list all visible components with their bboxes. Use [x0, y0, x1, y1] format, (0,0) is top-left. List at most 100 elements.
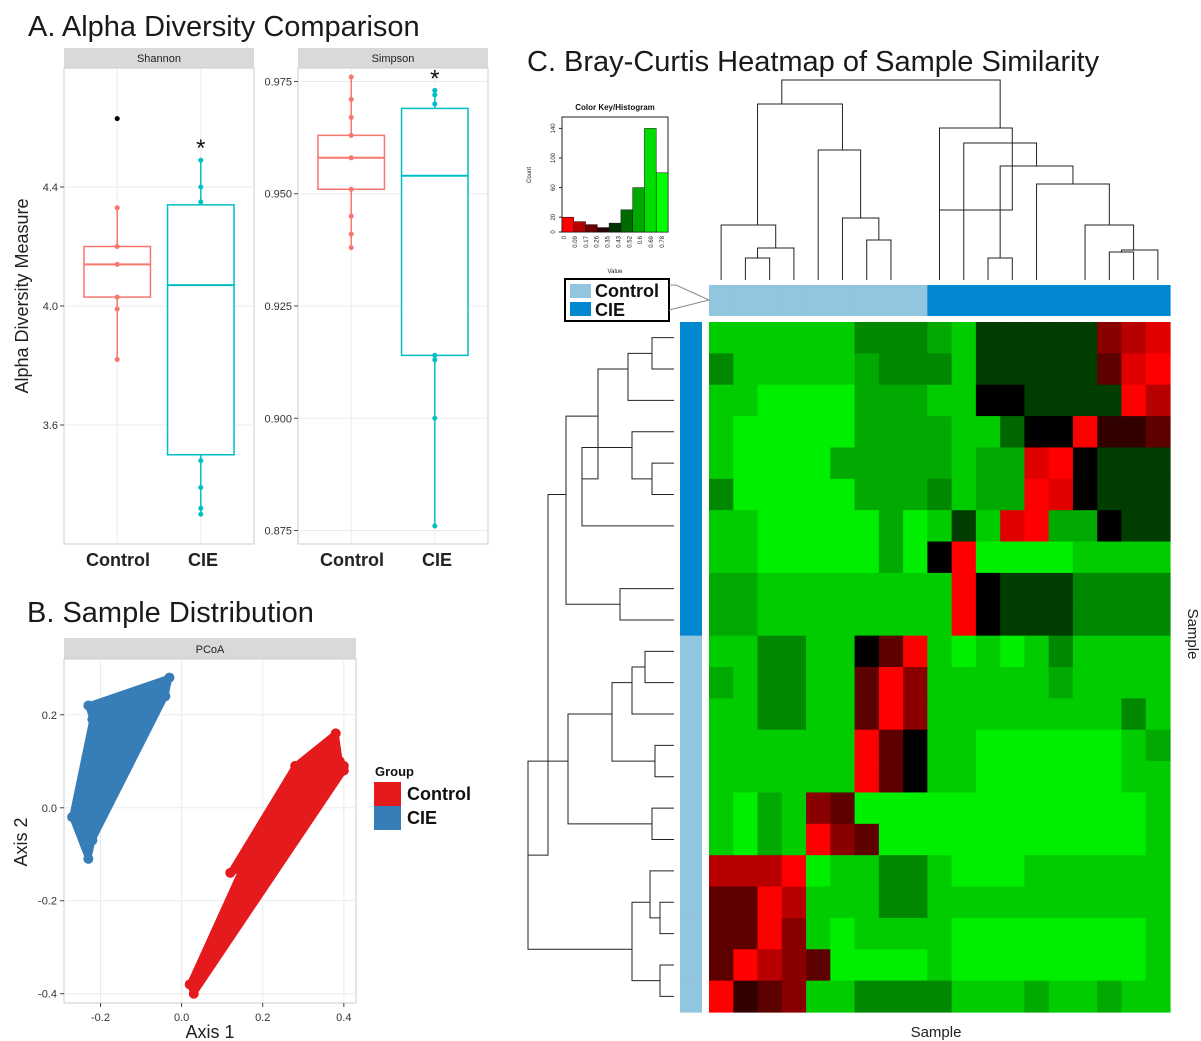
- heatmap-cell: [1072, 384, 1098, 417]
- heatmap-cell: [927, 917, 953, 950]
- heatmap-cell: [1048, 667, 1074, 699]
- row-group-cell: [680, 572, 702, 605]
- heatmap-cell: [1024, 980, 1050, 1013]
- pcoa-control-point: [290, 760, 301, 771]
- row-group-cell: [680, 980, 702, 1013]
- heatmap-cell: [709, 353, 734, 386]
- heatmap-cell: [806, 635, 831, 668]
- heatmap-cell: [854, 917, 880, 950]
- heatmap-cell: [1072, 729, 1098, 762]
- panel-b-title: B. Sample Distribution: [27, 597, 314, 629]
- simpson-cie-significance: *: [430, 65, 439, 92]
- heatmap-cell: [975, 729, 1001, 762]
- pcoa-control-hull: [186, 730, 347, 997]
- heatmap-cell: [903, 792, 928, 825]
- row-group-cell: [680, 698, 702, 731]
- simpson-cie-point: [432, 101, 438, 107]
- color-key-ytick-label: 100: [551, 152, 557, 163]
- heatmap-cell: [951, 384, 977, 417]
- heatmap-cell: [830, 447, 856, 480]
- heatmap-cell: [927, 761, 953, 794]
- simpson-boxplot: 0.875 0.900 0.925 0.950 0.975 *: [264, 65, 488, 544]
- heatmap-cell: [1145, 729, 1171, 762]
- color-key-bar: [597, 227, 610, 233]
- heatmap-cell: [878, 541, 904, 574]
- heatmap-cell: [1072, 823, 1098, 856]
- color-key-bar: [573, 221, 586, 233]
- heatmap-cell: [733, 416, 759, 449]
- simpson-ytick-label: 0.925: [264, 301, 292, 313]
- heatmap-cell: [903, 635, 928, 668]
- heatmap-cell: [781, 949, 807, 982]
- heatmap-cell: [1048, 729, 1074, 762]
- row-group-cell: [680, 510, 702, 543]
- heatmap-cell: [951, 604, 977, 637]
- heatmap-cell: [903, 980, 928, 1013]
- heatmap-cell: [878, 823, 904, 856]
- heatmap-cell: [709, 761, 734, 794]
- heatmap-cell: [781, 698, 807, 731]
- heatmap-cell: [1121, 353, 1147, 386]
- heatmap-cell: [903, 604, 928, 637]
- heatmap-cell: [1000, 604, 1026, 637]
- panel-c-title: C. Bray-Curtis Heatmap of Sample Similar…: [527, 46, 1100, 78]
- heatmap-cell: [806, 541, 831, 574]
- row-group-cell: [680, 917, 702, 950]
- heatmap-cell: [854, 635, 880, 668]
- pcoa-ytick-label: -0.2: [38, 896, 57, 908]
- heatmap-cell: [830, 917, 856, 950]
- pcoa-cie-hull: [69, 674, 173, 862]
- simpson-control-box: [317, 134, 386, 190]
- simpson-cie-box: [400, 107, 469, 357]
- column-group-cell: [975, 285, 1001, 316]
- heatmap-cell: [975, 416, 1001, 449]
- heatmap-cell: [757, 667, 783, 699]
- heatmap-cell: [1024, 949, 1050, 982]
- heatmap-cell: [854, 729, 880, 762]
- heatmap-cell: [854, 855, 880, 888]
- heatmap-cell: [927, 541, 953, 574]
- color-key-xlabel: Value: [608, 269, 624, 275]
- heatmap-cell: [1000, 353, 1026, 386]
- shannon-cie-point: [198, 184, 204, 190]
- heatmap-cell: [757, 886, 783, 919]
- column-dendrogram-branch: [939, 127, 1013, 210]
- heatmap-legend-connector: [668, 284, 711, 311]
- color-key-bar: [561, 216, 575, 233]
- row-group-cell: [680, 416, 702, 449]
- column-dendrogram-branch: [963, 142, 1038, 280]
- heatmap-cell: [830, 667, 856, 699]
- heatmap-cell: [927, 635, 953, 668]
- heatmap-cell: [806, 761, 831, 794]
- row-group-cell: [680, 353, 702, 386]
- row-group-cell: [680, 322, 702, 354]
- color-key-xtick-label: 0: [562, 235, 568, 239]
- heatmap-cell: [927, 353, 953, 386]
- simpson-ytick-label: 0.875: [264, 526, 292, 538]
- heatmap-cell: [1121, 949, 1147, 982]
- shannon-control-point: [114, 306, 120, 312]
- heatmap-cell: [1097, 478, 1123, 511]
- heatmap-cell: [709, 855, 734, 888]
- heatmap-cell: [878, 886, 904, 919]
- heatmap-cell: [1097, 761, 1123, 794]
- heatmap-cell: [927, 667, 953, 699]
- pcoa-cie-point: [83, 853, 94, 864]
- color-key-ytick-label: 0: [551, 230, 557, 234]
- heatmap-cell: [709, 604, 734, 637]
- heatmap-cell: [709, 416, 734, 449]
- heatmap-cell: [1024, 384, 1050, 417]
- heatmap-cell: [927, 886, 953, 919]
- shannon-control-outlier: [114, 116, 120, 122]
- heatmap-cell: [1097, 416, 1123, 449]
- row-dendrogram-branch: [619, 588, 674, 621]
- heatmap-cell: [1121, 823, 1147, 856]
- column-group-cell: [927, 285, 953, 316]
- heatmap-cell: [781, 667, 807, 699]
- row-dendrogram-branch: [582, 368, 628, 480]
- heatmap-cell: [781, 510, 807, 543]
- row-group-cell: [680, 384, 702, 417]
- heatmap-cell: [854, 886, 880, 919]
- heatmap-cell: [806, 478, 831, 511]
